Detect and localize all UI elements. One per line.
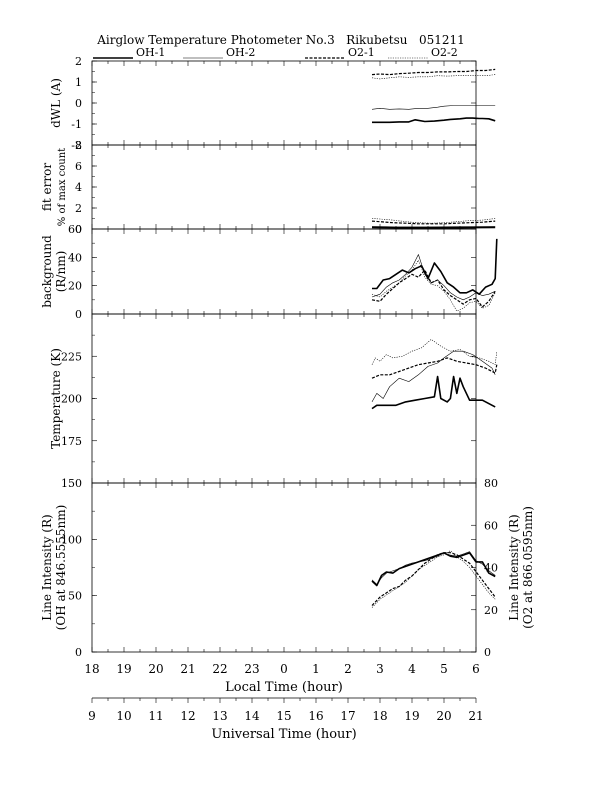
series-oh-1-temp (371, 375, 496, 410)
x-tick-label-ut: 17 (340, 709, 355, 723)
series-oh-2-dwl (371, 105, 496, 110)
y-tick-label: 20 (68, 280, 82, 293)
x-tick-label-local: 18 (84, 662, 99, 676)
legend-label-o2-2: O2-2 (431, 46, 458, 59)
y-axis-label-bg: background (40, 235, 54, 308)
x-tick-label-local: 19 (116, 662, 131, 676)
x-tick-label-ut: 19 (404, 709, 419, 723)
y-tick-label: -1 (71, 118, 82, 131)
y-tick-label: 150 (61, 477, 82, 490)
x-tick-label-local: 21 (180, 662, 195, 676)
series-o2-2-int (371, 550, 496, 608)
y-right-axis-label-2: (O2 at 866.0595nm) (521, 506, 535, 629)
y-tick-label: 0 (75, 646, 82, 659)
panel-fit: 0 2 4 6 8 fit error% of max count (40, 139, 496, 236)
y-tick-label: 1 (75, 76, 82, 89)
y-axis-label-int: Line Intensity (R) (40, 514, 54, 620)
y-right-axis-label: Line Intensity (R) (507, 514, 521, 620)
panel-frame-bg (91, 228, 477, 315)
series-o2-2-bg (371, 259, 496, 312)
y-tick-label: 100 (61, 533, 82, 546)
x-tick-label-local: 0 (280, 662, 288, 676)
series-oh-2-fit (371, 226, 496, 228)
x-tick-label-ut: 15 (276, 709, 291, 723)
y-tick-label: 4 (75, 181, 82, 194)
y-right-tick-label: 60 (484, 519, 498, 532)
x-tick-label-ut: 12 (180, 709, 195, 723)
x-tick-label-ut: 14 (244, 709, 260, 723)
panel-bg: 0 20 40 60 background (R/nm) (40, 223, 498, 321)
y-tick-label: 0 (75, 308, 82, 321)
series-o2-2-temp (371, 339, 498, 366)
chart-title: Airglow Temperature Photometer No.3 Riku… (96, 33, 465, 47)
y-tick-label: 200 (61, 393, 82, 406)
series-o2-1-fit (371, 220, 496, 225)
x-tick-label-ut: 21 (468, 709, 483, 723)
x-tick-label-local: 22 (212, 662, 227, 676)
series-o2-2-dwl (371, 74, 496, 80)
x-tick-label-ut: 20 (436, 709, 451, 723)
x-tick-label-ut: 18 (372, 709, 387, 723)
x-tick-label-ut: 11 (148, 709, 163, 723)
y-tick-label: 175 (61, 435, 82, 448)
y-right-tick-label: 0 (484, 646, 491, 659)
y-tick-label: 40 (68, 251, 82, 264)
y-axis-label-2-fit: % of max count (57, 148, 68, 226)
panel-dwl: -2 -1 0 1 2 dWL (A) (49, 55, 496, 152)
x-tick-label-local: 2 (344, 662, 352, 676)
y-tick-label: 0 (75, 223, 82, 236)
legend-label-o2-1: O2-1 (348, 46, 375, 59)
series-oh-2-int (371, 551, 496, 585)
plot-panels: -2 -1 0 1 2 dWL (A) 0 2 4 6 8 fit error% of max cou… (40, 55, 535, 659)
legend-label-oh-2: OH-2 (226, 46, 255, 59)
y-right-tick-label: 80 (484, 477, 498, 490)
y-axis-label-2-int: (OH at 846.5555nm) (54, 505, 68, 631)
x-tick-label-local: 4 (408, 662, 416, 676)
y-tick-label: -2 (71, 139, 82, 152)
panel-frame-fit (91, 144, 477, 230)
series-o2-1-bg (371, 269, 496, 308)
legend-label-oh-1: OH-1 (136, 46, 165, 59)
y-tick-label: 50 (68, 590, 82, 603)
series-o2-1-int (371, 552, 496, 606)
series-oh-1-bg (372, 238, 498, 296)
panel-frame-temp (91, 313, 477, 484)
x-tick-label-local: 23 (244, 662, 259, 676)
x-tick-label-local: 3 (376, 662, 384, 676)
panel-frame-dwl (91, 60, 477, 146)
y-tick-label: 6 (75, 160, 82, 173)
series-oh-2-bg (371, 254, 496, 301)
y-tick-label: 8 (75, 139, 82, 152)
y-right-tick-label: 20 (484, 604, 498, 617)
y-tick-label: 2 (75, 202, 82, 215)
y-tick-label: 2 (75, 55, 82, 68)
panel-frame-int (91, 482, 477, 653)
x-axis-label-ut: Universal Time (hour) (211, 727, 356, 742)
y-tick-label: 0 (75, 97, 82, 110)
y-tick-label: 225 (61, 350, 82, 363)
x-tick-label-local: 20 (148, 662, 163, 676)
x-tick-label-local: 5 (440, 662, 448, 676)
x-tick-label-local: 1 (312, 662, 320, 676)
x-tick-label-ut: 9 (88, 709, 96, 723)
y-axis-label-2-bg: (R/nm) (54, 251, 68, 293)
series-o2-1-temp (371, 357, 498, 379)
x-tick-label-ut: 16 (308, 709, 323, 723)
x-tick-label-local: 6 (472, 662, 480, 676)
x-axis-label-local: Local Time (hour) (225, 680, 343, 695)
series-o2-1-dwl (371, 68, 496, 76)
series-oh-2-temp (371, 350, 496, 403)
series-oh-1-dwl (372, 117, 496, 124)
x-tick-label-ut: 13 (212, 709, 227, 723)
y-axis-label-temp: Temperature (K) (49, 348, 63, 449)
legend: OH-1 OH-2 O2-1 O2-2 (93, 46, 458, 59)
y-tick-label: 60 (68, 223, 82, 236)
y-axis-label-dwl: dWL (A) (49, 78, 63, 128)
y-axis-label-fit: fit error (40, 163, 54, 211)
x-tick-label-ut: 10 (116, 709, 131, 723)
